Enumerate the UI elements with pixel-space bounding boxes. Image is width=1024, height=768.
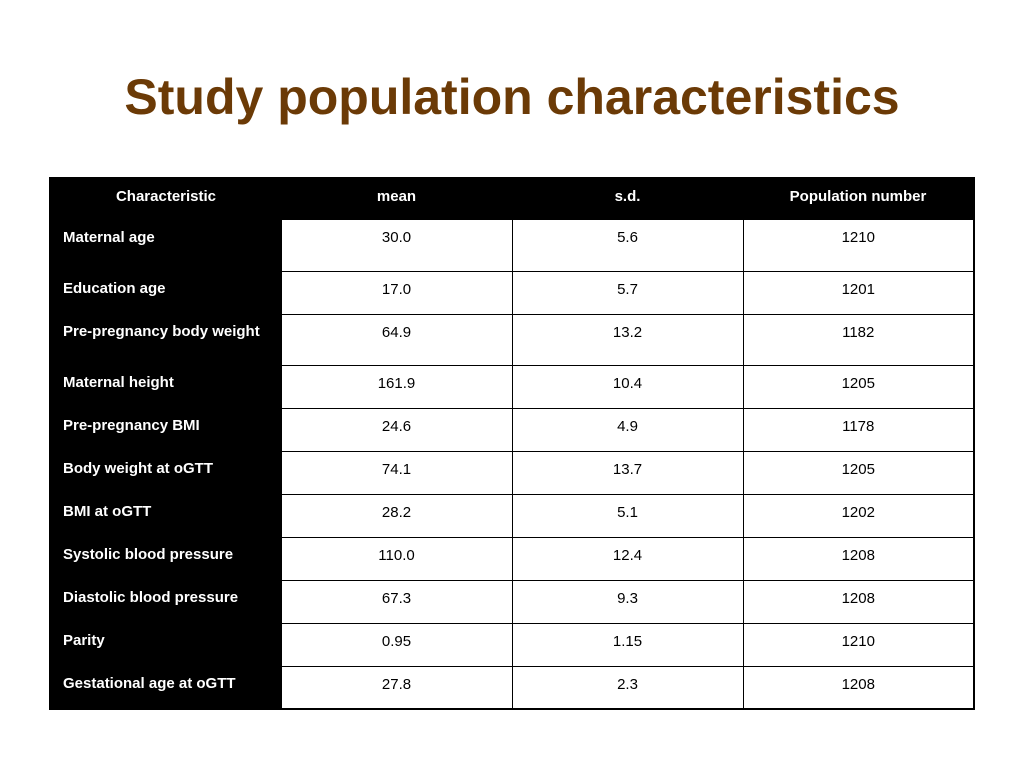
table-row: Body weight at oGTT 74.1 13.7 1205 (50, 451, 974, 495)
row-label: Body weight at oGTT (50, 451, 281, 494)
table-row: Parity 0.95 1.15 1210 (50, 623, 974, 667)
column-header-sd: s.d. (512, 178, 743, 220)
population-cell: 1205 (742, 451, 974, 495)
column-header-characteristic: Characteristic (50, 178, 281, 220)
row-label: Maternal height (50, 365, 281, 408)
table-row: Education age 17.0 5.7 1201 (50, 271, 974, 315)
slide-title: Study population characteristics (124, 69, 900, 125)
row-label: Maternal age (50, 220, 281, 271)
sd-cell: 13.7 (511, 451, 743, 495)
row-label: Pre-pregnancy body weight (50, 314, 281, 365)
population-cell: 1208 (742, 666, 974, 710)
mean-cell: 28.2 (280, 494, 512, 538)
row-label: Pre-pregnancy BMI (50, 408, 281, 451)
mean-cell: 64.9 (280, 314, 512, 366)
row-label: Gestational age at oGTT (50, 666, 281, 709)
mean-cell: 24.6 (280, 408, 512, 452)
mean-cell: 27.8 (280, 666, 512, 710)
population-cell: 1202 (742, 494, 974, 538)
sd-cell: 2.3 (511, 666, 743, 710)
mean-cell: 67.3 (280, 580, 512, 624)
population-cell: 1208 (742, 537, 974, 581)
table-row: Systolic blood pressure 110.0 12.4 1208 (50, 537, 974, 581)
table-header-row: Characteristic mean s.d. Population numb… (50, 178, 974, 220)
sd-cell: 5.1 (511, 494, 743, 538)
sd-cell: 1.15 (511, 623, 743, 667)
table-row: Maternal age 30.0 5.6 1210 (50, 220, 974, 272)
mean-cell: 74.1 (280, 451, 512, 495)
mean-cell: 0.95 (280, 623, 512, 667)
sd-cell: 10.4 (511, 365, 743, 409)
column-header-mean: mean (281, 178, 512, 220)
sd-cell: 12.4 (511, 537, 743, 581)
row-label: Diastolic blood pressure (50, 580, 281, 623)
mean-cell: 17.0 (280, 271, 512, 315)
sd-cell: 9.3 (511, 580, 743, 624)
table-row: Diastolic blood pressure 67.3 9.3 1208 (50, 580, 974, 624)
row-label: Systolic blood pressure (50, 537, 281, 580)
population-cell: 1210 (742, 623, 974, 667)
row-label: Education age (50, 271, 281, 314)
population-cell: 1205 (742, 365, 974, 409)
population-cell: 1208 (742, 580, 974, 624)
population-cell: 1178 (742, 408, 974, 452)
sd-cell: 5.7 (511, 271, 743, 315)
population-cell: 1201 (742, 271, 974, 315)
characteristics-table: Characteristic mean s.d. Population numb… (49, 177, 975, 710)
table-row: Maternal height 161.9 10.4 1205 (50, 365, 974, 409)
sd-cell: 13.2 (511, 314, 743, 366)
table-row: BMI at oGTT 28.2 5.1 1202 (50, 494, 974, 538)
population-cell: 1182 (742, 314, 974, 366)
table-row: Gestational age at oGTT 27.8 2.3 1208 (50, 666, 974, 710)
mean-cell: 30.0 (280, 220, 512, 272)
table-row: Pre-pregnancy body weight 64.9 13.2 1182 (50, 314, 974, 366)
column-header-population-number: Population number (743, 178, 974, 220)
sd-cell: 4.9 (511, 408, 743, 452)
mean-cell: 161.9 (280, 365, 512, 409)
row-label: Parity (50, 623, 281, 666)
population-cell: 1210 (742, 220, 974, 272)
sd-cell: 5.6 (511, 220, 743, 272)
mean-cell: 110.0 (280, 537, 512, 581)
row-label: BMI at oGTT (50, 494, 281, 537)
table-row: Pre-pregnancy BMI 24.6 4.9 1178 (50, 408, 974, 452)
